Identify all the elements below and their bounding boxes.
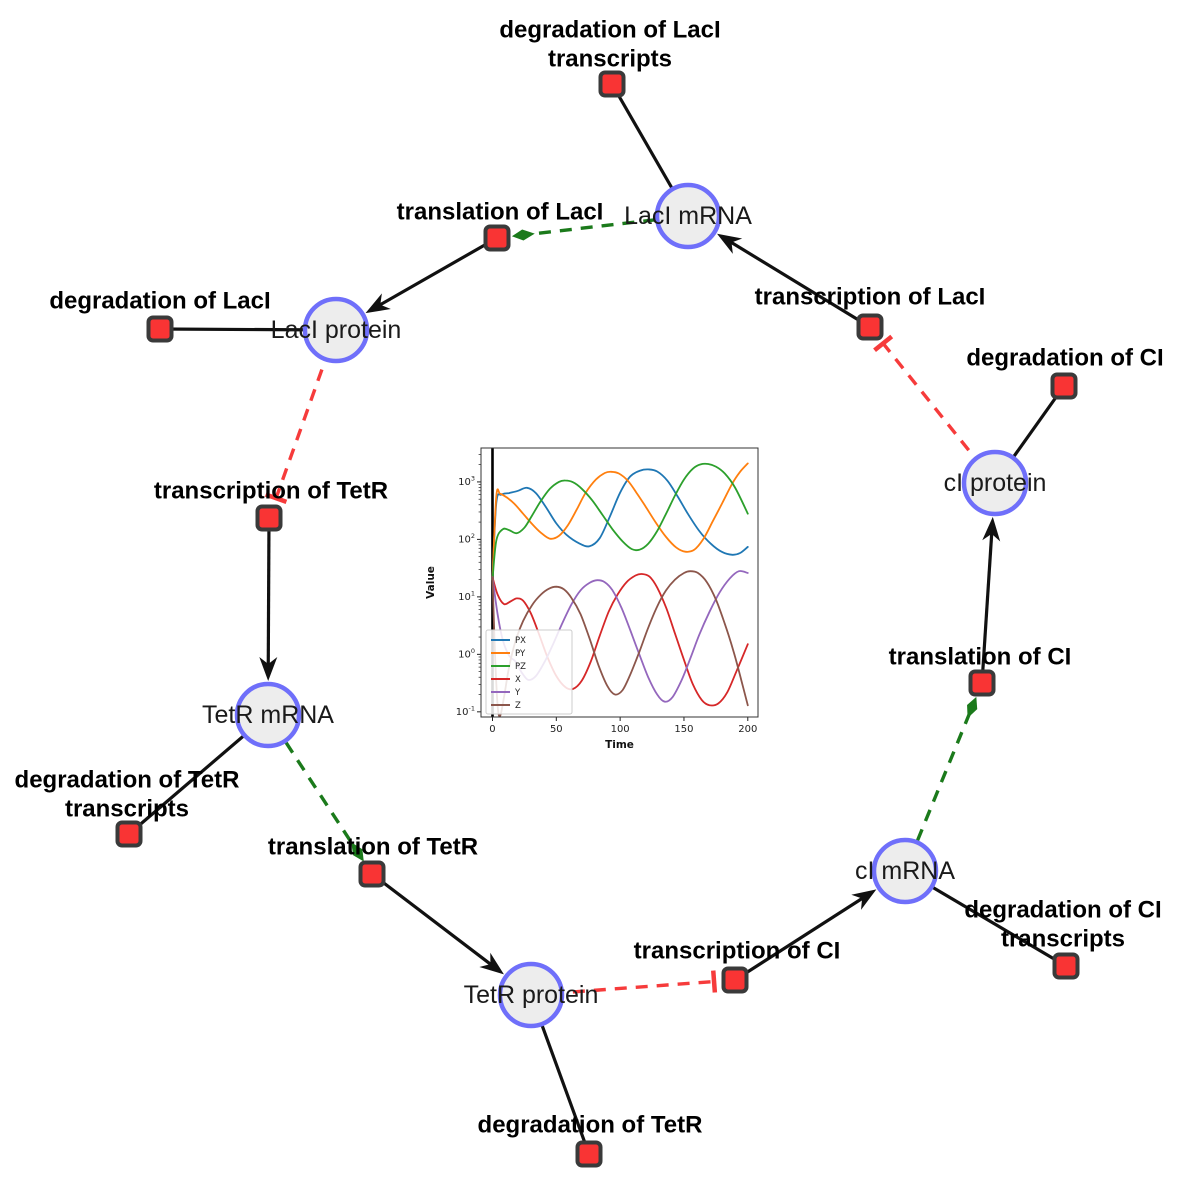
species-node-ci_protein [961,449,1029,517]
reaction-label-deg_laci-line0: degradation of LacI [49,288,270,315]
species-label-ci_mrna: cI mRNA [855,857,955,885]
edge-product-transl_ci-to-ci_protein-arrowhead-icon [982,516,1001,542]
axes-frame [480,447,759,718]
reaction-node-transl_ci [968,669,996,697]
reaction-node-transc_tetr [255,504,283,532]
reaction-node-transl_tetr [358,860,386,888]
series-line-PZ [491,462,749,581]
species-node-tetr_mrna [234,681,302,749]
reaction-label-deg_tetr_tr-line0: degradation of TetR [15,767,240,794]
species-node-laci_mrna [654,182,722,250]
y-tick-label: 102 [458,532,475,546]
edge-product-transc_laci-to-laci_mrna-arrowhead-icon [717,233,743,254]
edge-modifier-ci_mrna-to-transl_ci-arrowhead-icon [967,696,978,719]
edge-product-transl_tetr-to-tetr_protein-arrowhead-icon [479,952,504,975]
species-node-ci_mrna [871,837,939,905]
legend-label-PX: PX [515,636,526,646]
reaction-label-transl_tetr-line0: translation of TetR [268,834,478,861]
edge-inhibition-laci_protein-to-transc_tetr-tee-icon [264,492,288,505]
edge-product-transl_ci-to-ci_protein [980,530,994,684]
edge-modifier-tetr_mrna-to-transl_tetr [284,741,356,848]
edge-product-transc_laci-to-laci_mrna [728,239,871,329]
x-tick-label: 150 [674,724,693,735]
edge-product-transc_tetr-to-tetr_mrna [266,517,271,668]
reaction-node-transl_laci [483,224,511,252]
reaction-node-deg_laci_tr [598,70,626,98]
reaction-label-transl_laci-line0: translation of LacI [397,199,604,226]
x-tick-label: 100 [611,724,630,735]
y-tick-label: 100 [458,647,475,661]
legend-label-PY: PY [515,649,526,659]
series-line-PY [491,462,749,581]
species-node-tetr_protein [497,961,565,1029]
species-label-ci_protein: cI protein [944,469,1047,497]
series-line-X [491,573,749,707]
reaction-label-deg_tetr-line0: degradation of TetR [478,1112,703,1139]
reaction-node-deg_tetr [575,1140,603,1168]
edge-modifier-laci_mrna-to-transl_laci [529,218,656,236]
reaction-label-transl_ci-line0: translation of CI [889,644,1072,671]
reaction-node-deg_ci [1050,372,1078,400]
edge-modifier-tetr_mrna-to-transl_tetr-arrowhead-icon [351,842,364,862]
edge-inhibition-tetr_protein-to-transc_ci-tee-icon [711,970,718,993]
timecourse-inset-chart: 10-1 100 101 102 103 0 50 100 150 200 Time Value PX P… [425,447,759,751]
legend-label-Z: Z [515,701,521,711]
legend-label-Y: Y [514,688,521,698]
edge-product-transc_tetr-to-tetr_mrna-arrowhead-icon [259,656,278,682]
reaction-label-transc_laci-line0: transcription of LacI [755,284,986,311]
species-label-tetr_protein: TetR protein [464,981,599,1009]
species-label-laci_protein: LacI protein [271,316,402,344]
x-tick-label: 50 [550,724,563,735]
labels-layer: LacI mRNA LacI protein TetR mRNA TetR prote… [15,17,1164,1139]
reaction-node-transc_laci [856,313,884,341]
x-tick-label: 200 [738,724,757,735]
legend-label-PZ: PZ [515,662,526,672]
edge-product-transl_laci-to-laci_protein-arrowhead-icon [365,293,391,314]
x-tick-label: 0 [489,724,495,735]
y-tick-label: 101 [458,589,475,603]
edge-product-transl_laci-to-laci_protein [376,236,498,308]
reaction-label-transc_tetr-line0: transcription of TetR [154,478,388,505]
reaction-label-deg_laci_tr-line0: degradation of LacI [499,17,720,44]
reaction-node-deg_ci_tr [1052,952,1080,980]
species-label-tetr_mrna: TetR mRNA [202,701,334,729]
edge-modifier-laci_mrna-to-transl_laci-arrowhead-icon [511,229,535,241]
nodes-layer [115,70,1080,1168]
species-node-laci_protein [302,296,370,364]
reaction-label-deg_ci-line0: degradation of CI [966,345,1163,372]
y-tick-label: 10-1 [456,704,475,718]
reaction-label-deg_ci_tr-line1: transcripts [1001,926,1125,953]
edge-modifier-ci_mrna-to-transl_ci [915,712,972,842]
y-tick-label: 103 [458,474,475,488]
legend-box [485,629,573,715]
legend-label-X: X [515,675,521,685]
reaction-label-deg_laci_tr-line1: transcripts [548,46,672,73]
edge-product-transc_ci-to-ci_mrna [734,895,866,982]
y-axis-label: Value [425,566,437,599]
edge-inhibition-ci_protein-to-transc_laci-tee-icon [873,334,894,353]
reaction-label-transc_ci-line0: transcription of CI [634,938,841,965]
reaction-label-deg_tetr_tr-line1: transcripts [65,796,189,823]
reaction-node-deg_tetr_tr [115,820,143,848]
edge-product-transc_ci-to-ci_mrna-arrowhead-icon [851,889,877,910]
reaction-node-deg_laci [146,315,174,343]
reaction-label-deg_ci_tr-line0: degradation of CI [964,897,1161,924]
x-axis-label: Time [605,739,634,751]
reaction-node-transc_ci [721,966,749,994]
edge-product-transl_tetr-to-tetr_protein [371,872,494,968]
species-label-laci_mrna: LacI mRNA [624,202,752,230]
